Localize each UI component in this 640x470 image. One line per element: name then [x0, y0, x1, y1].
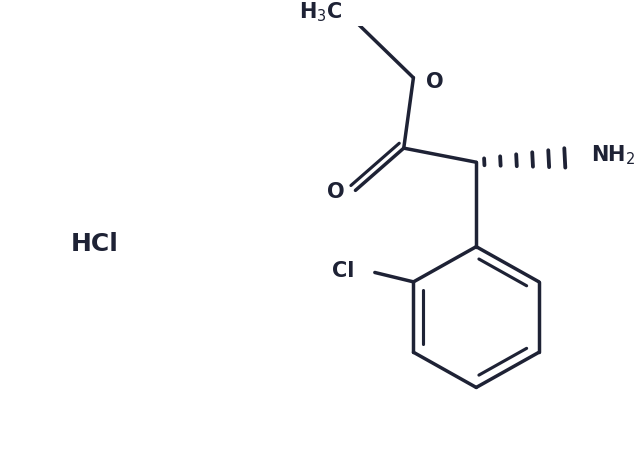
Text: HCl: HCl [70, 232, 118, 256]
Text: NH$_2$: NH$_2$ [591, 144, 636, 167]
Text: O: O [327, 182, 345, 202]
Text: H$_3$C: H$_3$C [300, 0, 343, 24]
Text: Cl: Cl [332, 260, 354, 281]
Text: O: O [426, 72, 444, 93]
